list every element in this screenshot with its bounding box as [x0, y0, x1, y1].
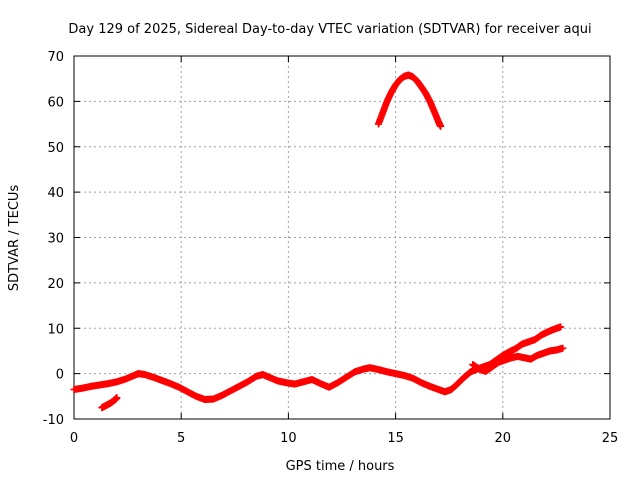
y-tick-label: 10 [47, 322, 64, 337]
y-tick-label: 70 [47, 50, 64, 65]
x-tick-label: 15 [387, 431, 404, 446]
chart-title: Day 129 of 2025, Sidereal Day-to-day VTE… [68, 22, 591, 37]
data-point [557, 323, 565, 331]
y-tick-label: 60 [47, 95, 64, 110]
data-point [559, 344, 567, 352]
x-tick-label: 5 [177, 431, 185, 446]
y-tick-label: 30 [47, 232, 64, 247]
axis-ticks: 0 5 10 15 20 25 -10 0 10 20 30 40 50 60 70 [43, 50, 619, 446]
data-point [113, 394, 121, 402]
data-series [70, 71, 567, 412]
y-axis-label: SDTVAR / TECUs [7, 185, 22, 292]
x-tick-label: 10 [280, 431, 297, 446]
x-tick-label: 25 [602, 431, 619, 446]
x-tick-label: 20 [495, 431, 512, 446]
x-tick-label: 0 [70, 431, 78, 446]
y-tick-label: -10 [43, 413, 64, 428]
y-tick-label: 40 [47, 186, 64, 201]
y-tick-label: 50 [47, 141, 64, 156]
x-axis-label: GPS time / hours [286, 459, 395, 474]
y-tick-label: 20 [47, 277, 64, 292]
grid-lines [74, 56, 610, 419]
y-tick-label: 0 [56, 368, 64, 383]
data-point [437, 122, 445, 130]
